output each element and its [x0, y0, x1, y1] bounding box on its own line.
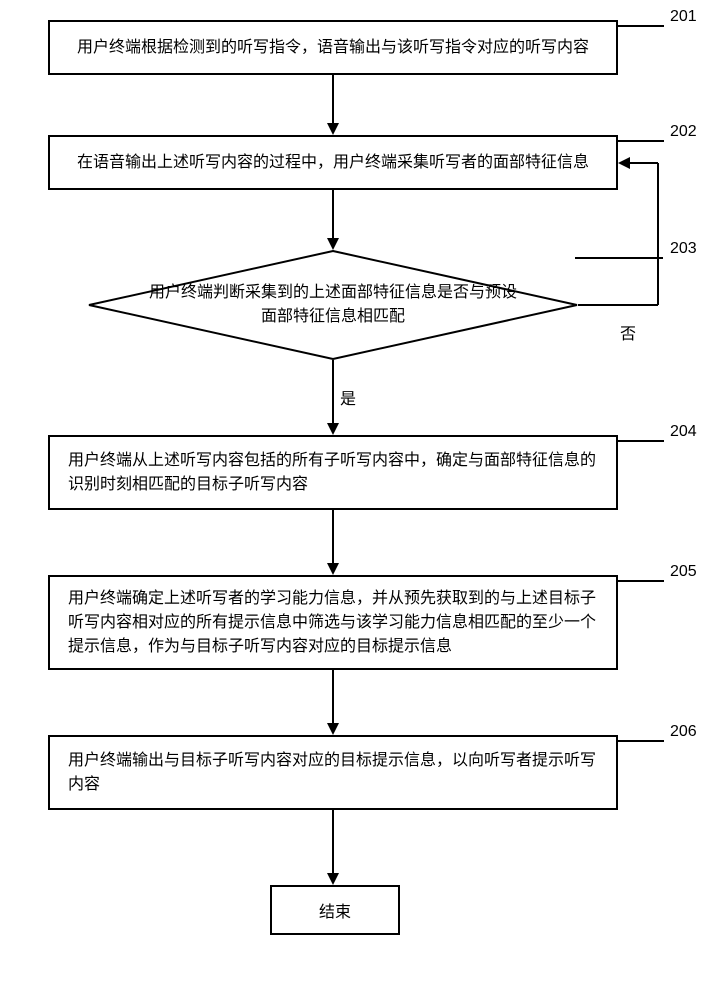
- decision-text: 用户终端判断采集到的上述面部特征信息是否与预设面部特征信息相匹配: [88, 250, 578, 360]
- process-text: 用户终端确定上述听写者的学习能力信息，并从预先获取到的与上述目标子听写内容相对应…: [68, 587, 598, 659]
- step-label-206: 206: [670, 723, 697, 741]
- process-box-201: 用户终端根据检测到的听写指令，语音输出与该听写指令对应的听写内容: [48, 20, 618, 75]
- arrow-203-202-feedback: [578, 155, 673, 315]
- arrow-201-202: [325, 75, 341, 135]
- process-box-206: 用户终端输出与目标子听写内容对应的目标提示信息，以向听写者提示听写内容: [48, 735, 618, 810]
- process-box-205: 用户终端确定上述听写者的学习能力信息，并从预先获取到的与上述目标子听写内容相对应…: [48, 575, 618, 670]
- step-label-205: 205: [670, 563, 697, 581]
- step-label-202: 202: [670, 123, 697, 141]
- step-label-204: 204: [670, 423, 697, 441]
- process-text: 用户终端根据检测到的听写指令，语音输出与该听写指令对应的听写内容: [77, 36, 589, 60]
- arrow-204-205: [325, 510, 341, 575]
- yes-label: 是: [340, 385, 356, 409]
- leader-206: [618, 740, 664, 742]
- process-text: 用户终端从上述听写内容包括的所有子听写内容中，确定与面部特征信息的识别时刻相匹配…: [68, 449, 598, 497]
- decision-box-203: 用户终端判断采集到的上述面部特征信息是否与预设面部特征信息相匹配: [88, 250, 578, 360]
- process-box-202: 在语音输出上述听写内容的过程中，用户终端采集听写者的面部特征信息: [48, 135, 618, 190]
- terminal-text: 结束: [319, 898, 351, 922]
- arrow-205-206: [325, 670, 341, 735]
- arrow-203-204: [325, 360, 341, 435]
- leader-202: [618, 140, 664, 142]
- arrow-202-203: [325, 190, 341, 250]
- step-label-201: 201: [670, 8, 697, 26]
- arrow-206-end: [325, 810, 341, 885]
- process-text: 用户终端输出与目标子听写内容对应的目标提示信息，以向听写者提示听写内容: [68, 749, 598, 797]
- leader-201: [618, 25, 664, 27]
- leader-205: [618, 580, 664, 582]
- process-box-204: 用户终端从上述听写内容包括的所有子听写内容中，确定与面部特征信息的识别时刻相匹配…: [48, 435, 618, 510]
- process-text: 在语音输出上述听写内容的过程中，用户终端采集听写者的面部特征信息: [77, 151, 589, 175]
- terminal-end: 结束: [270, 885, 400, 935]
- step-label-203: 203: [670, 240, 697, 258]
- no-label: 否: [620, 320, 636, 344]
- leader-204: [618, 440, 664, 442]
- flowchart-container: 用户终端根据检测到的听写指令，语音输出与该听写指令对应的听写内容 201 在语音…: [0, 0, 713, 1000]
